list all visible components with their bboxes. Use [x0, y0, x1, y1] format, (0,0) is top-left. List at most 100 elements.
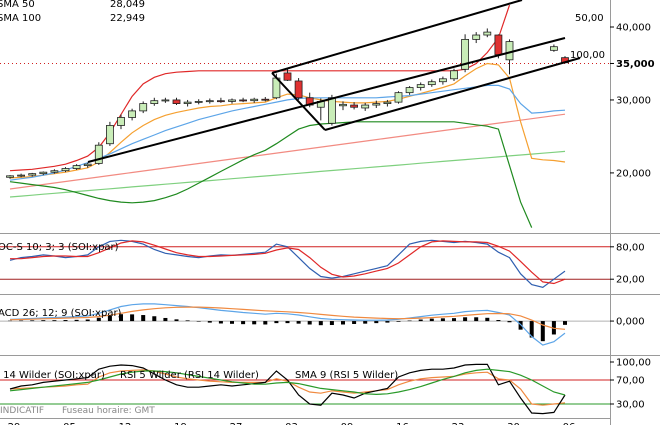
histogram-bar — [296, 321, 301, 324]
histogram-bar — [174, 319, 179, 322]
legend-name: SMA 100 — [0, 13, 41, 24]
candle-body — [39, 171, 48, 175]
histogram-bar — [396, 321, 401, 322]
candle-body — [394, 92, 403, 103]
histogram-bar — [96, 317, 101, 322]
histogram-bar — [119, 314, 123, 322]
series-line — [10, 240, 566, 285]
histogram-bar — [563, 321, 567, 325]
histogram-bar — [74, 319, 79, 322]
x-tick-label: 05 — [63, 422, 76, 425]
series-line — [9, 121, 533, 228]
histogram-bar — [329, 321, 334, 326]
panel — [0, 363, 610, 415]
candle-body — [17, 174, 26, 177]
histogram-bar — [352, 321, 357, 324]
panel — [0, 303, 610, 346]
candle-body — [228, 99, 236, 102]
candle-body — [472, 34, 481, 40]
candle-body — [427, 81, 436, 86]
trend-line — [271, 0, 523, 74]
x-tick-label: 06 — [563, 422, 576, 425]
panel-title: ACD 26; 12; 9 (SOI:xpar) — [0, 308, 122, 319]
candle-body — [416, 84, 425, 88]
candle-body — [216, 100, 225, 103]
histogram-bar — [363, 321, 368, 324]
histogram-bar — [374, 321, 379, 324]
candle-body — [550, 46, 558, 51]
histogram-bar — [207, 321, 212, 323]
histogram-bar — [141, 315, 146, 322]
candle-body — [294, 80, 303, 99]
histogram-bar — [230, 321, 234, 324]
candle-body — [6, 175, 14, 178]
x-tick-label: 09 — [341, 422, 354, 425]
legend-name: SMA 50 — [0, 0, 35, 10]
footer-text: Fuseau horaire: GMT — [62, 406, 155, 416]
candle-body — [205, 100, 214, 103]
series-line — [9, 4, 511, 172]
panel-title: OC-S 10; 3; 3 (SOI:xpar) — [0, 242, 119, 253]
candle-body — [28, 173, 37, 176]
candle-body — [150, 100, 159, 104]
histogram-bar — [107, 315, 112, 322]
histogram-bar — [318, 321, 323, 326]
histogram-bar — [529, 321, 534, 338]
annotation: 50,00 — [575, 13, 604, 24]
legend-value: 28,049 — [110, 0, 145, 10]
histogram-bar — [241, 321, 246, 325]
histogram-bar — [407, 320, 412, 322]
histogram-bar — [285, 321, 290, 324]
candle-body — [505, 41, 514, 61]
candle-body — [438, 78, 447, 83]
histogram-bar — [252, 321, 257, 325]
trend-lines — [87, 0, 581, 163]
candle-body — [350, 104, 359, 108]
legend-name: I 14 Wilder (SOI:xpar) — [0, 370, 105, 381]
candle-body — [483, 31, 492, 36]
trend-line — [87, 37, 566, 163]
histogram-bar — [440, 318, 445, 322]
histogram-bar — [163, 317, 168, 322]
series-line — [9, 113, 566, 190]
x-tick-label: 16 — [396, 422, 409, 425]
y-tick-label: 100,00 — [616, 358, 651, 369]
y-tick-label: 0,000 — [616, 317, 645, 328]
y-tick-label: 30,00 — [616, 400, 645, 411]
candle-body — [239, 99, 248, 102]
candle-body — [261, 98, 270, 101]
candle-body — [172, 99, 181, 104]
candle-body — [50, 170, 59, 173]
histogram-bar — [307, 321, 312, 325]
histogram-bar — [185, 320, 190, 322]
candle-body — [72, 165, 81, 169]
series-line — [9, 368, 566, 396]
x-tick-label: 29 — [8, 422, 21, 425]
candle-body — [94, 144, 103, 164]
candle-body — [139, 103, 148, 112]
histogram-bar — [274, 321, 279, 324]
series-line — [9, 363, 566, 415]
candle-body — [461, 38, 470, 70]
histogram-bar — [385, 321, 390, 323]
histogram-bar — [507, 321, 512, 323]
histogram-bar — [196, 321, 201, 322]
candle-body — [250, 98, 259, 102]
candle-body — [128, 110, 137, 118]
candle-body — [283, 72, 292, 81]
y-tick-label: 70,00 — [616, 376, 645, 387]
x-tick-label: 30 — [507, 422, 520, 425]
histogram-bar — [463, 317, 468, 322]
legend-name: SMA 9 (RSI 5 Wilder) — [295, 370, 398, 381]
x-tick-label: 27 — [230, 422, 243, 425]
histogram-bar — [474, 317, 479, 322]
histogram-bar — [30, 320, 35, 322]
histogram-bar — [152, 316, 157, 322]
x-tick-label: 12 — [119, 422, 132, 425]
series-line — [9, 303, 566, 346]
histogram-bar — [85, 319, 90, 322]
candle-body — [183, 101, 192, 104]
candle-body — [327, 97, 336, 124]
panel — [0, 4, 610, 228]
histogram-bar — [496, 320, 501, 322]
